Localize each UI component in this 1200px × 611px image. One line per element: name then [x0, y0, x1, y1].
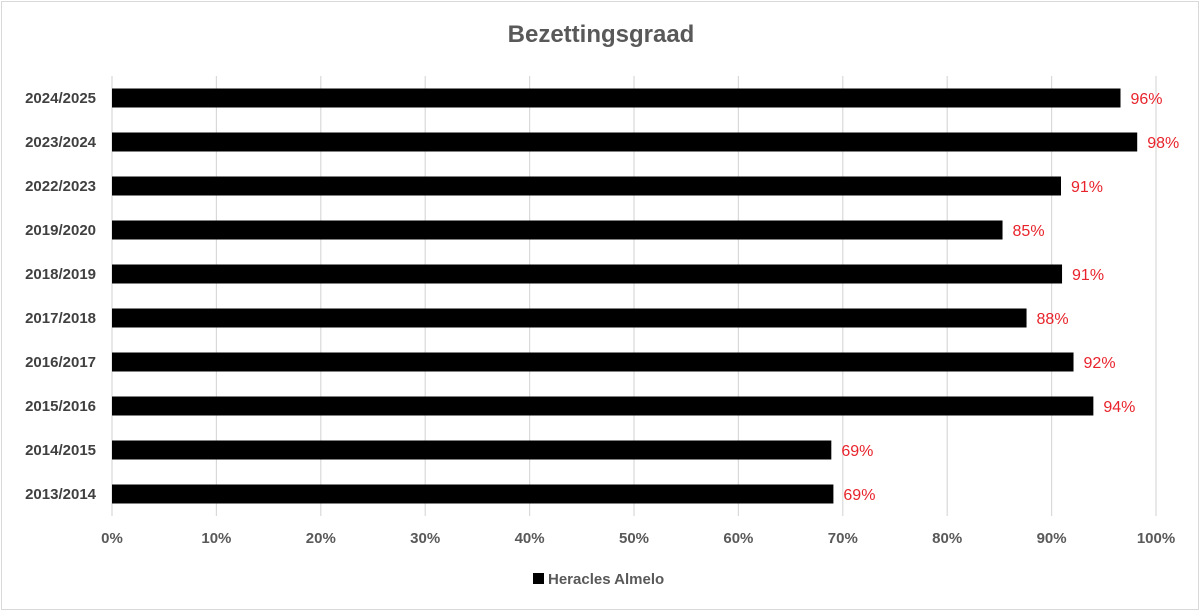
data-label: 96% — [1131, 91, 1163, 108]
legend-swatch — [533, 573, 544, 584]
bar — [112, 88, 1121, 108]
category-label: 2016/2017 — [25, 354, 96, 371]
x-tick-label: 40% — [515, 530, 545, 547]
category-label: 2018/2019 — [25, 266, 96, 283]
data-label: 91% — [1071, 179, 1103, 196]
legend: Heracles Almelo — [533, 571, 664, 588]
data-label: 88% — [1037, 311, 1069, 328]
data-label: 69% — [841, 443, 873, 460]
x-tick-label: 10% — [201, 530, 231, 547]
x-axis-tick-labels: 0% 10% 20% 30% 40% 50% 60% 70% 80% 90% 100% — [101, 530, 1175, 547]
category-label: 2022/2023 — [25, 178, 96, 195]
bar — [112, 132, 1138, 152]
bar — [112, 352, 1074, 372]
bars — [112, 88, 1138, 504]
x-tick-label: 70% — [828, 530, 858, 547]
x-tick-label: 60% — [723, 530, 753, 547]
data-label: 69% — [843, 487, 875, 504]
data-label: 91% — [1072, 267, 1104, 284]
category-label: 2014/2015 — [25, 442, 96, 459]
bar — [112, 220, 1003, 240]
bar — [112, 396, 1094, 416]
bar — [112, 308, 1027, 328]
category-label: 2019/2020 — [25, 222, 96, 239]
legend-label: Heracles Almelo — [548, 571, 664, 588]
data-label: 98% — [1147, 135, 1179, 152]
x-tick-label: 20% — [306, 530, 336, 547]
category-label: 2017/2018 — [25, 310, 96, 327]
category-label: 2023/2024 — [25, 134, 97, 151]
category-label: 2024/2025 — [25, 90, 96, 107]
chart-title: Bezettingsgraad — [508, 21, 695, 48]
category-label: 2015/2016 — [25, 398, 96, 415]
category-labels: 2024/2025 2023/2024 2022/2023 2019/2020 2018… — [25, 90, 97, 503]
data-label: 94% — [1103, 399, 1135, 416]
data-label: 85% — [1013, 223, 1045, 240]
bar — [112, 176, 1061, 196]
x-tick-label: 80% — [932, 530, 962, 547]
bar — [112, 264, 1063, 284]
data-labels: 96% 98% 91% 85% 91% 88% 92% 94% 69% 69% — [841, 91, 1179, 504]
bar — [112, 484, 834, 504]
bar — [112, 440, 832, 460]
x-tick-label: 50% — [619, 530, 649, 547]
x-tick-label: 30% — [410, 530, 440, 547]
x-tick-label: 100% — [1137, 530, 1175, 547]
x-tick-label: 90% — [1037, 530, 1067, 547]
category-label: 2013/2014 — [25, 486, 97, 503]
x-tick-label: 0% — [101, 530, 123, 547]
data-label: 92% — [1084, 355, 1116, 372]
